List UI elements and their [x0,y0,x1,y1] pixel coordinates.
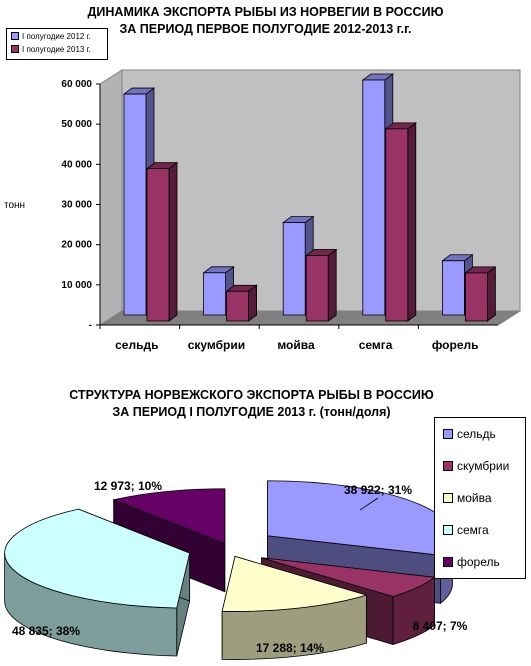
bar-front [441,260,465,316]
bar-chart-title-line-2: ЗА ПЕРИОД ПЕРВОЕ ПОЛУГОДИЕ 2012-2013 г.г… [119,22,412,36]
bar-front [362,79,386,316]
pie-chart-title-line-1: СТРУКТУРА НОРВЕЖСКОГО ЭКСПОРТА РЫБЫ В РО… [69,388,434,402]
pie-data-label: 17 288; 14% [256,641,324,655]
bar-front [464,272,488,322]
pie-data-label: 38 922; 31% [344,483,412,497]
pie-legend-swatch [443,492,453,503]
x-tick-label: скумбрии [188,338,245,352]
pie-legend-label: форель [457,555,500,569]
x-tick-label: сельдь [115,338,158,352]
pie-data-label: 12 973; 10% [94,479,162,493]
pie-data-label: 48 835; 38% [12,624,80,638]
x-tick-label: мойва [277,338,315,352]
bar-front [385,128,409,322]
x-tick-label: форель [432,338,479,352]
pie-chart-legend: сельдь скумбрии мойва семга форель [434,417,526,579]
pie-leader-line [359,497,379,511]
bar-front [226,290,250,322]
pie-legend-item: сельдь [443,426,496,442]
pie-chart-title-line-2: ЗА ПЕРИОД I ПОЛУГОДИЕ 2013 г. (тонн/доля… [112,405,391,419]
bar-chart-legend: I полугодие 2012 г. I полугодие 2013 г. [6,28,108,60]
y-tick-label: 10 000 [61,280,92,291]
pie-legend-item: мойва [443,490,492,506]
pie-slice [4,508,191,657]
bar-front [203,272,227,316]
pie-legend-item: семга [443,522,489,538]
pie-slice-top [112,488,226,545]
legend-label-2013: I полугодие 2013 г. [22,45,91,54]
legend-swatch-2013 [11,44,19,53]
pie-slice [221,555,368,660]
pie-legend-swatch [443,460,453,471]
bar-chart-title: ДИНАМИКА ЭКСПОРТА РЫБЫ ИЗ НОРВЕГИИ В РОС… [0,4,531,38]
bar-2013 [305,248,338,322]
pie-slice-top [4,508,191,609]
bar-front [282,222,306,316]
pie-legend-swatch [443,556,453,567]
y-tick-label: 30 000 [61,200,92,211]
y-tick-label: 60 000 [61,79,92,90]
y-axis-label: тонн [4,200,25,211]
pie-legend-label: семга [457,523,489,537]
bar-front [146,168,170,322]
pie-legend-swatch [443,524,453,535]
legend-item-2012: I полугодие 2012 г. [11,31,91,43]
bar-2013 [464,266,497,322]
bar-2013 [225,284,258,322]
bar-front [305,255,329,322]
y-tick-label: 40 000 [61,159,92,170]
pie-legend-label: скумбрии [457,459,510,473]
pie-legend-label: мойва [457,491,492,505]
y-tick-label: 50 000 [61,119,92,130]
y-tick-label: - [89,320,92,331]
pie-legend-item: форель [443,554,500,570]
pie-data-label: 8 407; 7% [413,619,468,633]
x-tick-label: семга [359,338,393,352]
legend-label-2012: I полугодие 2012 г. [22,32,91,41]
legend-item-2013: I полугодие 2013 г. [11,44,91,56]
bar-2013 [145,161,179,322]
pie-legend-swatch [443,428,453,439]
pie-legend-item: скумбрии [443,458,509,474]
pie-legend-label: сельдь [457,427,496,441]
bar-2013 [384,122,417,322]
pie-chart-title: СТРУКТУРА НОРВЕЖСКОГО ЭКСПОРТА РЫБЫ В РО… [0,387,517,421]
pie-slice-top [221,555,368,612]
bar-chart: - 10 000 20 000 30 000 40 000 50 000 60 000 тон… [4,69,522,352]
bar-chart-title-line-1: ДИНАМИКА ЭКСПОРТА РЫБЫ ИЗ НОРВЕГИИ В РОС… [87,5,444,19]
y-tick-label: 20 000 [61,240,92,251]
legend-swatch-2012 [11,31,19,40]
bar-front [123,93,147,316]
